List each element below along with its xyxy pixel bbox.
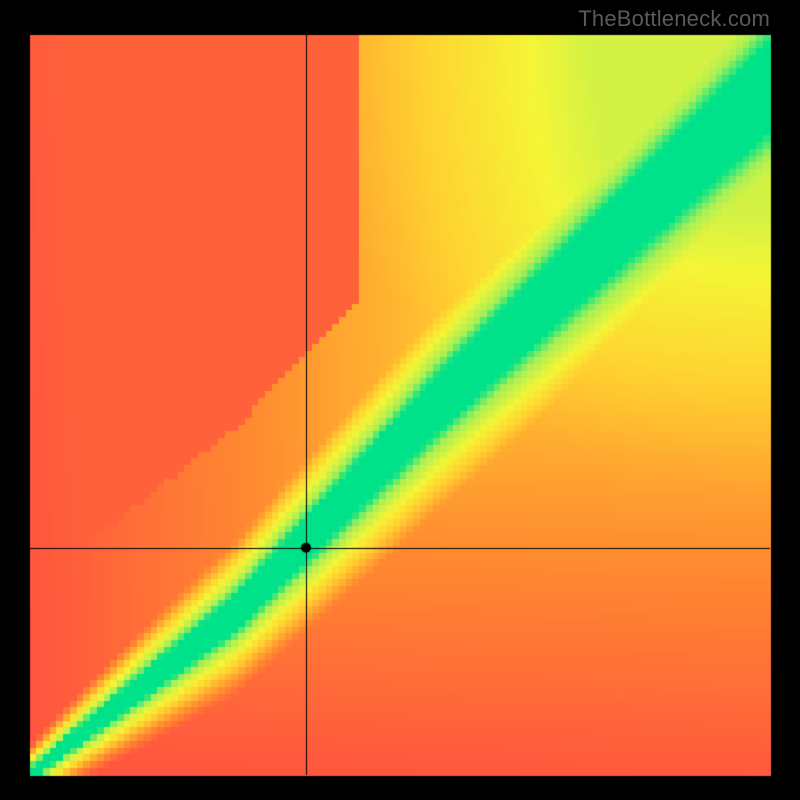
heatmap-chart (0, 0, 800, 800)
watermark-text: TheBottleneck.com (578, 6, 770, 32)
